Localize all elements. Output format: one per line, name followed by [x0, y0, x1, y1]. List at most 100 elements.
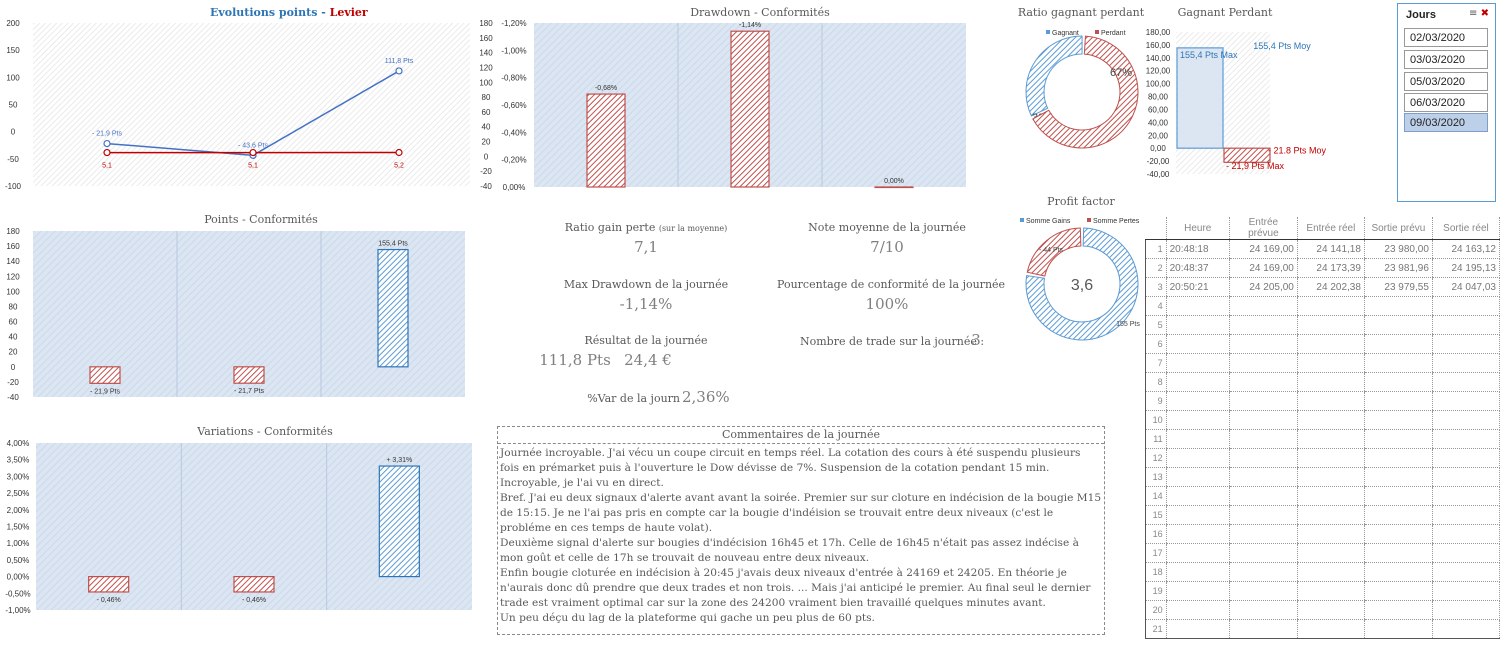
table-cell[interactable] — [1165, 524, 1230, 544]
table-cell[interactable]: 20:50:21 — [1165, 277, 1230, 297]
table-cell[interactable] — [1228, 524, 1298, 544]
table-cell[interactable] — [1165, 486, 1230, 506]
table-cell[interactable] — [1363, 619, 1433, 639]
table-cell[interactable] — [1363, 581, 1433, 601]
table-cell[interactable]: 24 195,13 — [1431, 258, 1500, 278]
table-cell[interactable] — [1228, 334, 1298, 354]
table-cell[interactable]: 24 169,00 — [1228, 258, 1298, 278]
table-cell[interactable] — [1228, 505, 1298, 525]
table-cell[interactable]: 20:48:18 — [1165, 239, 1230, 259]
table-cell[interactable] — [1431, 562, 1500, 582]
table-cell[interactable] — [1296, 391, 1365, 411]
table-cell[interactable] — [1296, 524, 1365, 544]
table-cell[interactable] — [1431, 467, 1500, 487]
table-cell[interactable] — [1363, 600, 1433, 620]
table-cell[interactable]: 20:48:37 — [1165, 258, 1230, 278]
table-cell[interactable] — [1228, 562, 1298, 582]
table-cell[interactable]: 23 979,55 — [1363, 277, 1433, 297]
table-cell[interactable] — [1165, 391, 1230, 411]
table-cell[interactable] — [1165, 581, 1230, 601]
table-cell[interactable] — [1363, 524, 1433, 544]
table-cell[interactable] — [1431, 600, 1500, 620]
table-cell[interactable]: 24 205,00 — [1228, 277, 1298, 297]
table-cell[interactable] — [1228, 543, 1298, 563]
table-cell[interactable] — [1363, 562, 1433, 582]
table-cell[interactable] — [1296, 353, 1365, 373]
table-cell[interactable] — [1165, 410, 1230, 430]
table-cell[interactable] — [1363, 391, 1433, 411]
table-cell[interactable] — [1431, 543, 1500, 563]
table-cell[interactable] — [1431, 391, 1500, 411]
table-cell[interactable] — [1431, 486, 1500, 506]
table-cell[interactable] — [1363, 410, 1433, 430]
table-cell[interactable] — [1165, 600, 1230, 620]
table-cell[interactable] — [1431, 296, 1500, 316]
table-cell[interactable]: 24 163,12 — [1431, 239, 1500, 259]
table-cell[interactable] — [1363, 334, 1433, 354]
table-cell[interactable] — [1165, 467, 1230, 487]
table-cell[interactable] — [1431, 372, 1500, 392]
table-cell[interactable] — [1228, 600, 1298, 620]
table-cell[interactable] — [1296, 543, 1365, 563]
slicer-item[interactable]: 06/03/2020 — [1404, 93, 1488, 112]
table-cell[interactable] — [1165, 334, 1230, 354]
table-cell[interactable] — [1363, 353, 1433, 373]
table-cell[interactable]: 24 141,18 — [1296, 239, 1365, 259]
table-cell[interactable] — [1431, 619, 1500, 639]
table-cell[interactable]: 23 980,00 — [1363, 239, 1433, 259]
table-cell[interactable]: 23 981,96 — [1363, 258, 1433, 278]
table-cell[interactable] — [1431, 505, 1500, 525]
table-cell[interactable] — [1165, 619, 1230, 639]
clear-filter-icon[interactable]: ✖ — [1480, 8, 1489, 19]
table-cell[interactable] — [1431, 524, 1500, 544]
table-cell[interactable] — [1431, 353, 1500, 373]
table-cell[interactable] — [1296, 410, 1365, 430]
table-cell[interactable] — [1296, 467, 1365, 487]
table-cell[interactable] — [1165, 562, 1230, 582]
table-cell[interactable] — [1165, 429, 1230, 449]
multi-select-icon[interactable]: ≡ — [1469, 8, 1478, 19]
table-cell[interactable] — [1363, 543, 1433, 563]
table-cell[interactable]: 24 047,03 — [1431, 277, 1500, 297]
table-cell[interactable] — [1296, 486, 1365, 506]
table-cell[interactable] — [1363, 448, 1433, 468]
table-cell[interactable] — [1296, 296, 1365, 316]
table-cell[interactable] — [1296, 429, 1365, 449]
table-cell[interactable] — [1431, 581, 1500, 601]
slicer-item[interactable]: 02/03/2020 — [1404, 28, 1488, 47]
table-cell[interactable] — [1165, 315, 1230, 335]
table-cell[interactable] — [1228, 448, 1298, 468]
table-cell[interactable] — [1363, 296, 1433, 316]
table-cell[interactable] — [1228, 429, 1298, 449]
slicer-item-selected[interactable]: 09/03/2020 — [1404, 113, 1488, 132]
table-cell[interactable] — [1165, 543, 1230, 563]
table-cell[interactable]: 24 169,00 — [1228, 239, 1298, 259]
table-cell[interactable] — [1296, 505, 1365, 525]
table-cell[interactable]: 24 202,38 — [1296, 277, 1365, 297]
table-cell[interactable] — [1296, 334, 1365, 354]
table-cell[interactable] — [1228, 467, 1298, 487]
table-cell[interactable] — [1228, 315, 1298, 335]
table-cell[interactable] — [1363, 372, 1433, 392]
table-cell[interactable] — [1363, 429, 1433, 449]
table-cell[interactable] — [1363, 505, 1433, 525]
table-cell[interactable]: 24 173,39 — [1296, 258, 1365, 278]
table-cell[interactable] — [1431, 315, 1500, 335]
table-cell[interactable] — [1363, 467, 1433, 487]
table-cell[interactable] — [1363, 486, 1433, 506]
table-cell[interactable] — [1165, 353, 1230, 373]
table-cell[interactable] — [1296, 581, 1365, 601]
slicer-item[interactable]: 05/03/2020 — [1404, 72, 1488, 91]
table-cell[interactable] — [1431, 410, 1500, 430]
table-cell[interactable] — [1165, 505, 1230, 525]
table-cell[interactable] — [1296, 600, 1365, 620]
commentaires-box[interactable]: Commentaires de la journée Journée incro… — [497, 426, 1105, 635]
table-cell[interactable] — [1431, 334, 1500, 354]
table-cell[interactable] — [1431, 429, 1500, 449]
table-cell[interactable] — [1228, 296, 1298, 316]
table-cell[interactable] — [1165, 448, 1230, 468]
table-cell[interactable] — [1296, 448, 1365, 468]
table-cell[interactable] — [1431, 448, 1500, 468]
table-cell[interactable] — [1228, 486, 1298, 506]
table-cell[interactable] — [1228, 581, 1298, 601]
